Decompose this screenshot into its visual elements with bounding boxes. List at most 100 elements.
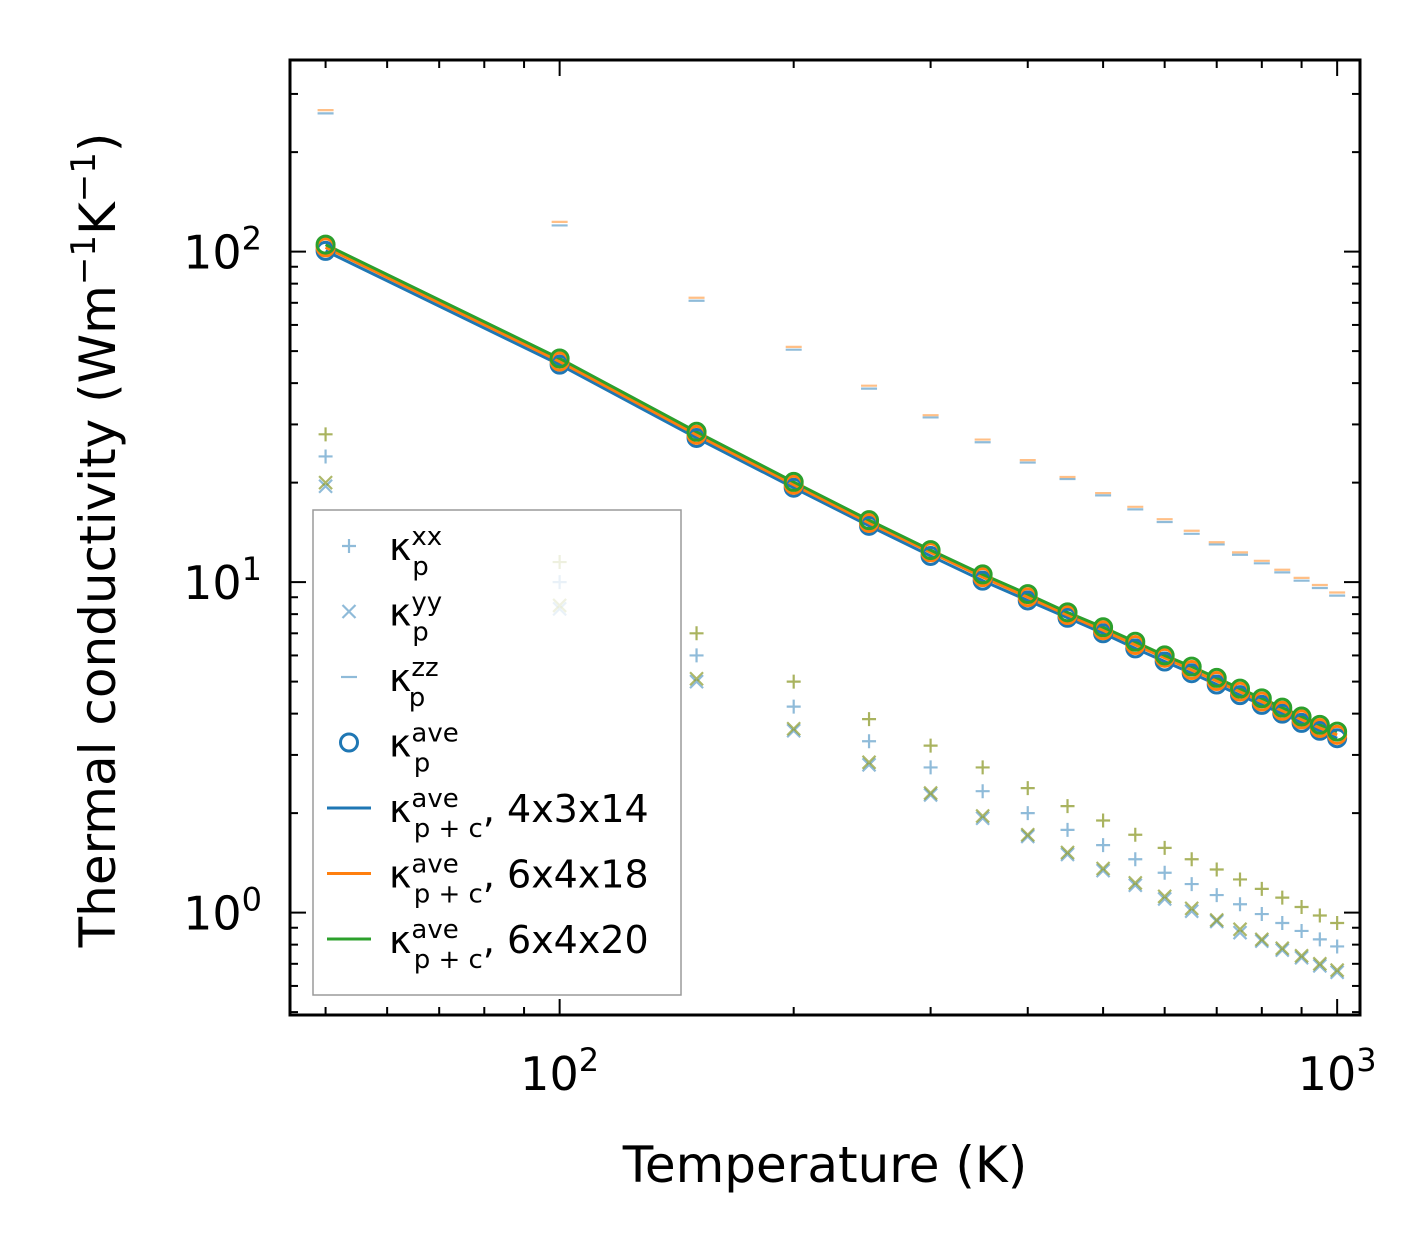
series-kyy_blue [318, 478, 1345, 980]
y-tick-label: 101 [183, 550, 262, 610]
y-tick-label: 100 [183, 881, 262, 941]
y-tick-label: 102 [183, 220, 262, 280]
x-tick-label: 103 [1298, 1041, 1377, 1101]
series-line-6x4x18 [324, 246, 1338, 737]
legend-label: κzz p [389, 653, 439, 713]
data-point [1230, 678, 1251, 699]
legend-label: κave p + c, 6x4x20 [389, 915, 649, 975]
data-point [318, 478, 333, 494]
y-label-sup2: −1 [64, 152, 104, 202]
data-point [923, 785, 938, 801]
data-point [1309, 714, 1330, 735]
data-point [1095, 861, 1111, 876]
data-point [1275, 890, 1290, 905]
data-point [1128, 875, 1143, 891]
data-point [1275, 942, 1290, 958]
data-point [1017, 584, 1038, 605]
legend-label: κave p [389, 719, 459, 779]
data-point [1020, 829, 1036, 844]
data-point [1294, 923, 1309, 938]
data-point [1251, 688, 1272, 709]
data-point [1154, 645, 1175, 666]
data-point [786, 699, 801, 714]
legend-entry: κxx p [342, 522, 442, 582]
data-point [1157, 891, 1172, 907]
data-point [1209, 912, 1224, 928]
data-point [975, 760, 990, 775]
y-label-end: ) [69, 133, 127, 153]
legend-entry: κave p + c, 6x4x18 [327, 850, 649, 910]
data-point [1209, 862, 1224, 877]
data-point [1184, 852, 1199, 867]
data-point [686, 421, 707, 442]
series-kxx_olive [318, 427, 1345, 931]
data-point [1209, 888, 1224, 903]
legend-label: κave p + c, 6x4x18 [389, 850, 649, 910]
series-kzz_blue [317, 112, 1346, 597]
legend-label: κyy p [389, 588, 442, 648]
data-point [689, 674, 704, 689]
data-point [1057, 602, 1078, 623]
series-line-4x3x14 [324, 249, 1338, 740]
data-point [920, 540, 941, 561]
data-point [861, 757, 877, 773]
legend-entry: κave p + c, 4x3x14 [327, 784, 649, 844]
data-point [1157, 865, 1172, 880]
data-point [315, 234, 336, 255]
legend-label: κxx p [389, 522, 442, 582]
data-point [1275, 940, 1290, 956]
data-point [1206, 667, 1227, 688]
x-axis-label: Temperature (K) [622, 1136, 1027, 1194]
series-kzz_orange [317, 109, 1346, 594]
data-point [318, 427, 333, 442]
data-point [862, 734, 877, 749]
data-point [1254, 932, 1270, 947]
data-point [1329, 964, 1345, 980]
data-point [1020, 781, 1035, 796]
data-point [1232, 922, 1248, 937]
data-point [786, 723, 801, 739]
data-point [1294, 950, 1309, 966]
data-point [689, 648, 704, 663]
legend-entry: κzz p [341, 653, 439, 713]
data-point [1294, 948, 1309, 964]
data-point [1020, 806, 1035, 821]
data-point [859, 510, 880, 531]
legend-label: κave p + c, 4x3x14 [389, 784, 649, 844]
data-point [1294, 899, 1309, 914]
data-point [1330, 916, 1345, 931]
y-label-sup1: −1 [64, 235, 104, 285]
data-point [1095, 863, 1111, 878]
data-point [1312, 932, 1327, 947]
data-point [975, 784, 990, 799]
data-point [689, 671, 704, 687]
data-point [1096, 838, 1111, 853]
data-point [1060, 799, 1075, 814]
data-point [861, 755, 877, 770]
plot-area [315, 109, 1348, 980]
legend-marker [342, 539, 356, 553]
data-point [1312, 956, 1328, 972]
legend-marker [339, 732, 359, 753]
data-point [1181, 656, 1202, 677]
data-point [1060, 845, 1075, 860]
data-point [972, 564, 993, 585]
data-point [1330, 939, 1345, 954]
series-kave_green [315, 234, 1348, 742]
data-point [783, 471, 804, 492]
data-point [1327, 721, 1348, 742]
data-point [549, 348, 570, 369]
x-tick-label: 102 [520, 1041, 599, 1101]
data-point [1291, 706, 1312, 727]
data-point [923, 738, 938, 753]
data-point [1128, 852, 1143, 867]
data-point [1157, 889, 1172, 904]
data-point [786, 721, 801, 737]
data-point [1096, 813, 1111, 828]
data-point [923, 787, 938, 803]
data-point [1184, 901, 1199, 916]
data-point [1157, 840, 1172, 855]
legend-entry: κave p + c, 6x4x20 [327, 915, 649, 975]
legend-entry: κave p [339, 719, 459, 779]
data-point [1184, 903, 1199, 919]
